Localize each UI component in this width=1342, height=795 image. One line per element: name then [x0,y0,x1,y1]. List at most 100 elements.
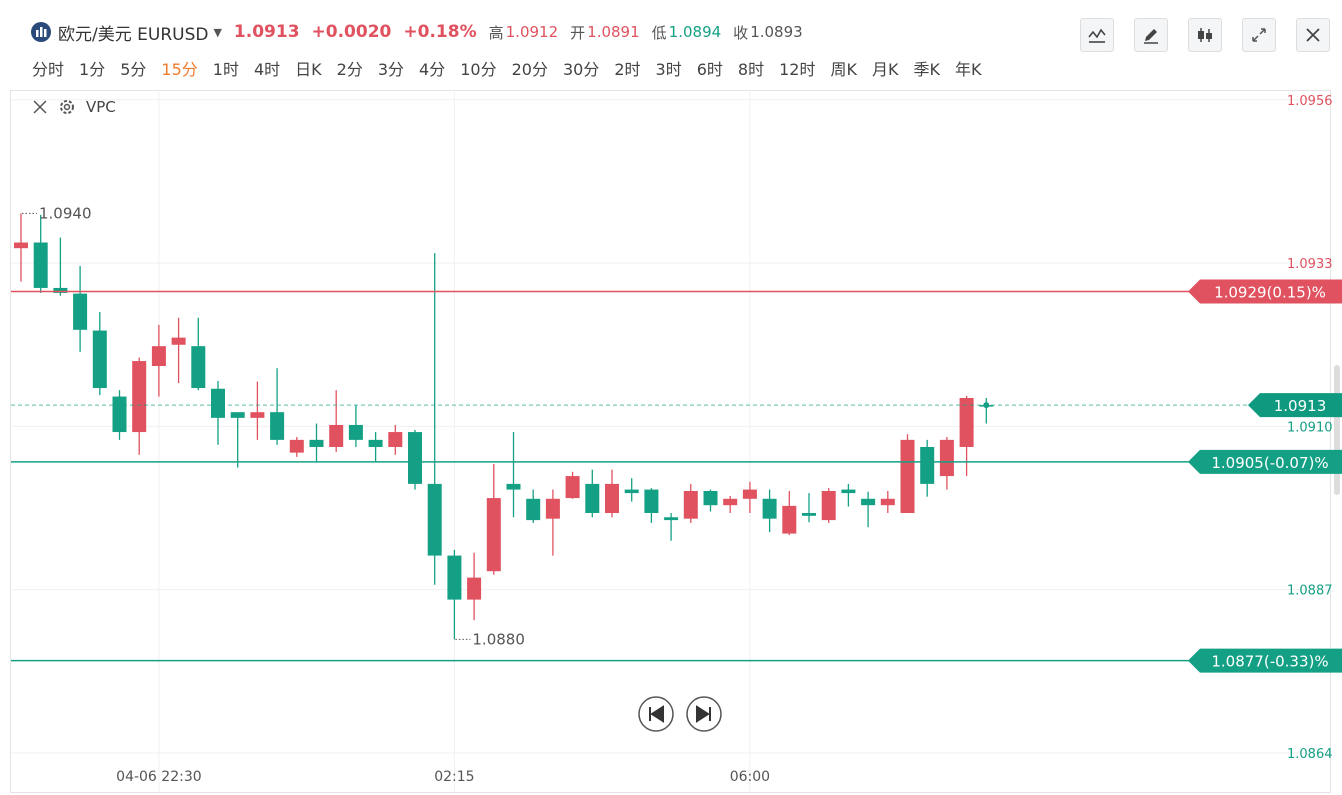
period-tab[interactable]: 3时 [655,60,682,79]
period-tab[interactable]: 日K [295,60,322,79]
period-tab[interactable]: 30分 [562,60,600,79]
candle-body [73,293,88,330]
dropdown-caret[interactable]: ▼ [213,25,222,39]
candle-body [230,412,245,418]
close-button[interactable] [1296,18,1330,52]
candle-body [132,361,147,433]
candle-body [821,490,836,521]
indicator-settings[interactable] [58,98,76,116]
y-tick-label: 1.0933 [1287,257,1333,272]
period-bar: 分时 1分 5分 15分 1时 4时 日K 2分 3分 4分 10分 20分 30分 2时 3时 6时 8时 12… [32,56,996,80]
toolbar [1060,18,1330,52]
prev-button[interactable] [638,696,674,732]
y-tick-label: 1.0887 [1287,584,1333,599]
price-tag-label: 1.0905(-0.07)% [1211,454,1328,472]
prev-icon [649,705,664,723]
candle-body [841,489,856,494]
candle-body [526,498,541,521]
next-button[interactable] [686,696,722,732]
candle-body [92,330,107,389]
remove-indicator[interactable] [32,99,48,115]
candle-body [624,489,639,494]
period-tab[interactable]: 季K [913,60,940,79]
candle-body [211,388,225,418]
candle-body [329,424,344,447]
price-tag-box [1188,648,1342,673]
candle-body [683,490,698,519]
indicator-name: VPC [86,98,116,116]
period-tab[interactable]: 1时 [212,60,239,79]
period-tab[interactable]: 周K [830,60,857,79]
chart-type-button[interactable] [1188,18,1222,52]
candle-body [467,577,482,600]
candle-body [270,412,285,440]
period-tab[interactable]: 20分 [511,60,548,79]
fullscreen-button[interactable] [1242,18,1276,52]
period-tab[interactable]: 6时 [696,60,723,79]
candle-body [703,490,718,506]
low-label: 低 [651,23,667,42]
price-tag-label: 1.0913 [1274,397,1327,415]
period-tab[interactable]: 3分 [377,60,405,79]
period-tab[interactable]: 5分 [120,60,147,79]
candle-body [112,396,127,433]
candle-body [664,517,679,521]
candle-body [447,555,462,600]
close: 1.0893 [750,23,803,41]
candle-body [900,439,915,513]
candle-body [861,498,876,506]
period-tab[interactable]: 月K [871,60,899,79]
draw-button[interactable] [1134,18,1168,52]
candle-body [250,412,265,418]
open-label: 开 [570,23,586,42]
period-tab[interactable]: 1分 [79,60,106,79]
candle-body [723,498,738,506]
playback [638,696,722,732]
candle-body [388,432,403,447]
period-tab[interactable]: 15分 [161,60,198,79]
period-tab[interactable]: 2分 [336,60,363,79]
candle-body [979,405,994,407]
candle-body [920,446,935,484]
price: 1.0913 [233,22,300,42]
close-label: 收 [733,23,749,42]
price-tag-box [1188,279,1342,304]
candle-body [939,439,954,477]
last-price-dot [983,402,990,409]
logo [31,22,51,42]
candle-body [33,242,48,288]
candle-body [644,489,659,513]
change: +0.0020 [311,22,392,42]
annotation-label: 1.0880 [472,630,525,648]
period-tab[interactable]: 分时 [32,60,65,79]
candle-body [171,337,186,345]
candle-body [605,483,619,513]
candle-body [151,346,166,367]
candle-body [53,287,68,293]
period-tab[interactable]: 10分 [460,60,497,79]
price-tag: 1.0913 [1248,393,1342,418]
candle-body [14,242,28,249]
candle-body [880,498,895,506]
candle-body [585,483,600,513]
period-tab[interactable]: 12时 [779,60,816,79]
open: 1.0891 [587,23,640,41]
period-tab[interactable]: 年K [954,60,982,79]
period-tab[interactable]: 4时 [253,60,281,79]
indicator-button[interactable] [1080,18,1114,52]
low: 1.0894 [668,23,722,41]
candle-body [289,439,304,453]
period-tab[interactable]: 2时 [614,60,641,79]
candle-body [506,483,521,490]
symbol[interactable]: 欧元/美元 EURUSD [58,24,209,45]
period-tab[interactable]: 8时 [737,60,765,79]
candle-body [486,498,501,572]
price-tag: 1.0905(-0.07)% [1188,449,1342,474]
candle-body [368,439,383,447]
candle-body [782,505,797,534]
price-tag-box [1248,393,1342,418]
period-tab[interactable]: 4分 [419,60,446,79]
chart-frame [10,90,1331,793]
